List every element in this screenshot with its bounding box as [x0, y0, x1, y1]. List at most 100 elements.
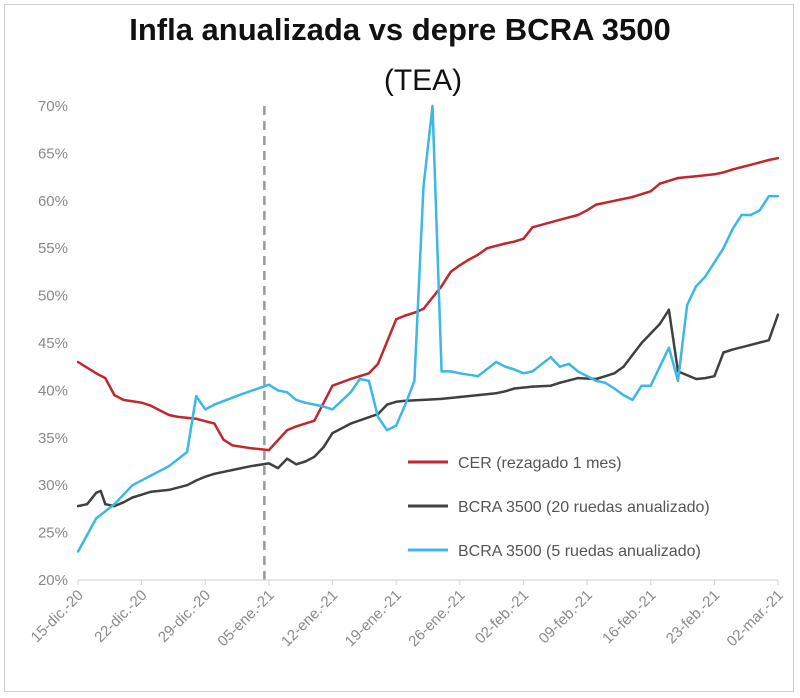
data-point: [458, 264, 461, 267]
data-point: [195, 479, 198, 482]
y-tick-label: 55%: [38, 240, 68, 257]
data-point: [295, 398, 298, 402]
data-point: [331, 431, 334, 435]
data-point: [149, 490, 152, 493]
data-point: [458, 395, 461, 399]
data-point: [704, 275, 707, 278]
data-point: [676, 176, 680, 180]
data-point: [549, 356, 552, 359]
series-layer: [76, 104, 780, 553]
data-point: [267, 448, 271, 452]
data-point: [431, 104, 434, 108]
data-point: [476, 253, 480, 256]
data-point: [104, 503, 107, 506]
data-point: [531, 385, 534, 388]
data-point: [140, 493, 143, 496]
data-point: [558, 218, 561, 221]
data-point: [758, 209, 761, 212]
x-tick-label: 09-feb.-21: [536, 587, 596, 647]
data-point: [595, 203, 598, 206]
data-point: [349, 422, 352, 425]
data-point: [185, 484, 189, 487]
chart-title: Infla anualizada vs depre BCRA 3500: [129, 12, 671, 47]
data-point: [658, 365, 661, 368]
y-tick-label: 30%: [38, 477, 68, 494]
data-point: [685, 303, 689, 307]
y-tick-label: 25%: [38, 525, 68, 542]
x-axis: 15-dic.-20 22-dic.-20 29-dic.-20 05-ene.-21…: [28, 579, 787, 650]
data-point: [622, 393, 625, 397]
data-point: [567, 362, 571, 366]
data-point: [467, 258, 471, 261]
data-point: [222, 438, 225, 441]
data-point: [95, 372, 98, 375]
series-line-3: [76, 104, 778, 553]
data-point: [213, 403, 216, 406]
data-point: [276, 389, 280, 392]
data-point: [558, 365, 561, 368]
y-tick-label: 20%: [38, 572, 68, 589]
data-point: [413, 311, 416, 314]
data-point: [313, 403, 316, 406]
data-point: [231, 444, 234, 447]
data-point: [122, 501, 125, 504]
data-point: [676, 379, 680, 383]
data-point: [504, 242, 507, 245]
data-point: [367, 379, 371, 383]
data-point: [776, 313, 780, 316]
data-point: [195, 394, 198, 398]
data-point: [604, 375, 607, 378]
data-point: [385, 429, 389, 432]
data-point: [640, 341, 643, 345]
data-point: [485, 247, 489, 250]
data-point: [304, 460, 307, 463]
data-point: [585, 375, 589, 378]
data-point: [185, 450, 189, 454]
data-point: [213, 422, 216, 425]
data-point: [722, 351, 725, 354]
data-point: [395, 400, 398, 403]
chart-frame: [4, 4, 794, 692]
data-point: [95, 491, 98, 494]
data-point: [731, 228, 734, 231]
data-point: [140, 401, 143, 404]
data-point: [440, 397, 443, 401]
data-point: [495, 360, 498, 364]
data-point: [776, 194, 780, 198]
data-point: [767, 158, 771, 162]
data-point: [695, 175, 698, 178]
data-point: [204, 408, 207, 411]
data-point: [113, 503, 116, 506]
data-point: [149, 404, 152, 407]
x-tick-label: 16-feb.-21: [599, 587, 659, 647]
data-point: [658, 322, 661, 326]
data-point: [99, 489, 102, 493]
data-point: [413, 379, 416, 383]
data-point: [404, 314, 407, 317]
y-tick-label: 45%: [38, 335, 68, 352]
data-point: [85, 503, 89, 506]
data-point: [422, 307, 425, 311]
data-point: [358, 377, 361, 381]
legend: CER (rezagado 1 mes) BCRA 3500 (20 ruedas…: [408, 455, 710, 560]
x-tick-label: 26-ene.-21: [405, 587, 468, 650]
data-point: [167, 465, 171, 468]
data-point: [576, 376, 580, 380]
data-point: [249, 447, 252, 450]
data-point: [304, 401, 307, 404]
data-point: [704, 376, 707, 380]
data-point: [313, 419, 316, 422]
data-point: [776, 156, 780, 160]
data-point: [76, 504, 80, 508]
y-tick-label: 35%: [38, 430, 68, 447]
data-point: [285, 391, 289, 394]
y-tick-label: 50%: [38, 288, 68, 305]
data-point: [749, 213, 752, 217]
data-point: [622, 365, 625, 368]
data-point: [195, 417, 198, 420]
data-point: [658, 182, 661, 185]
data-point: [422, 185, 425, 188]
data-point: [249, 465, 252, 468]
data-point: [640, 384, 643, 387]
